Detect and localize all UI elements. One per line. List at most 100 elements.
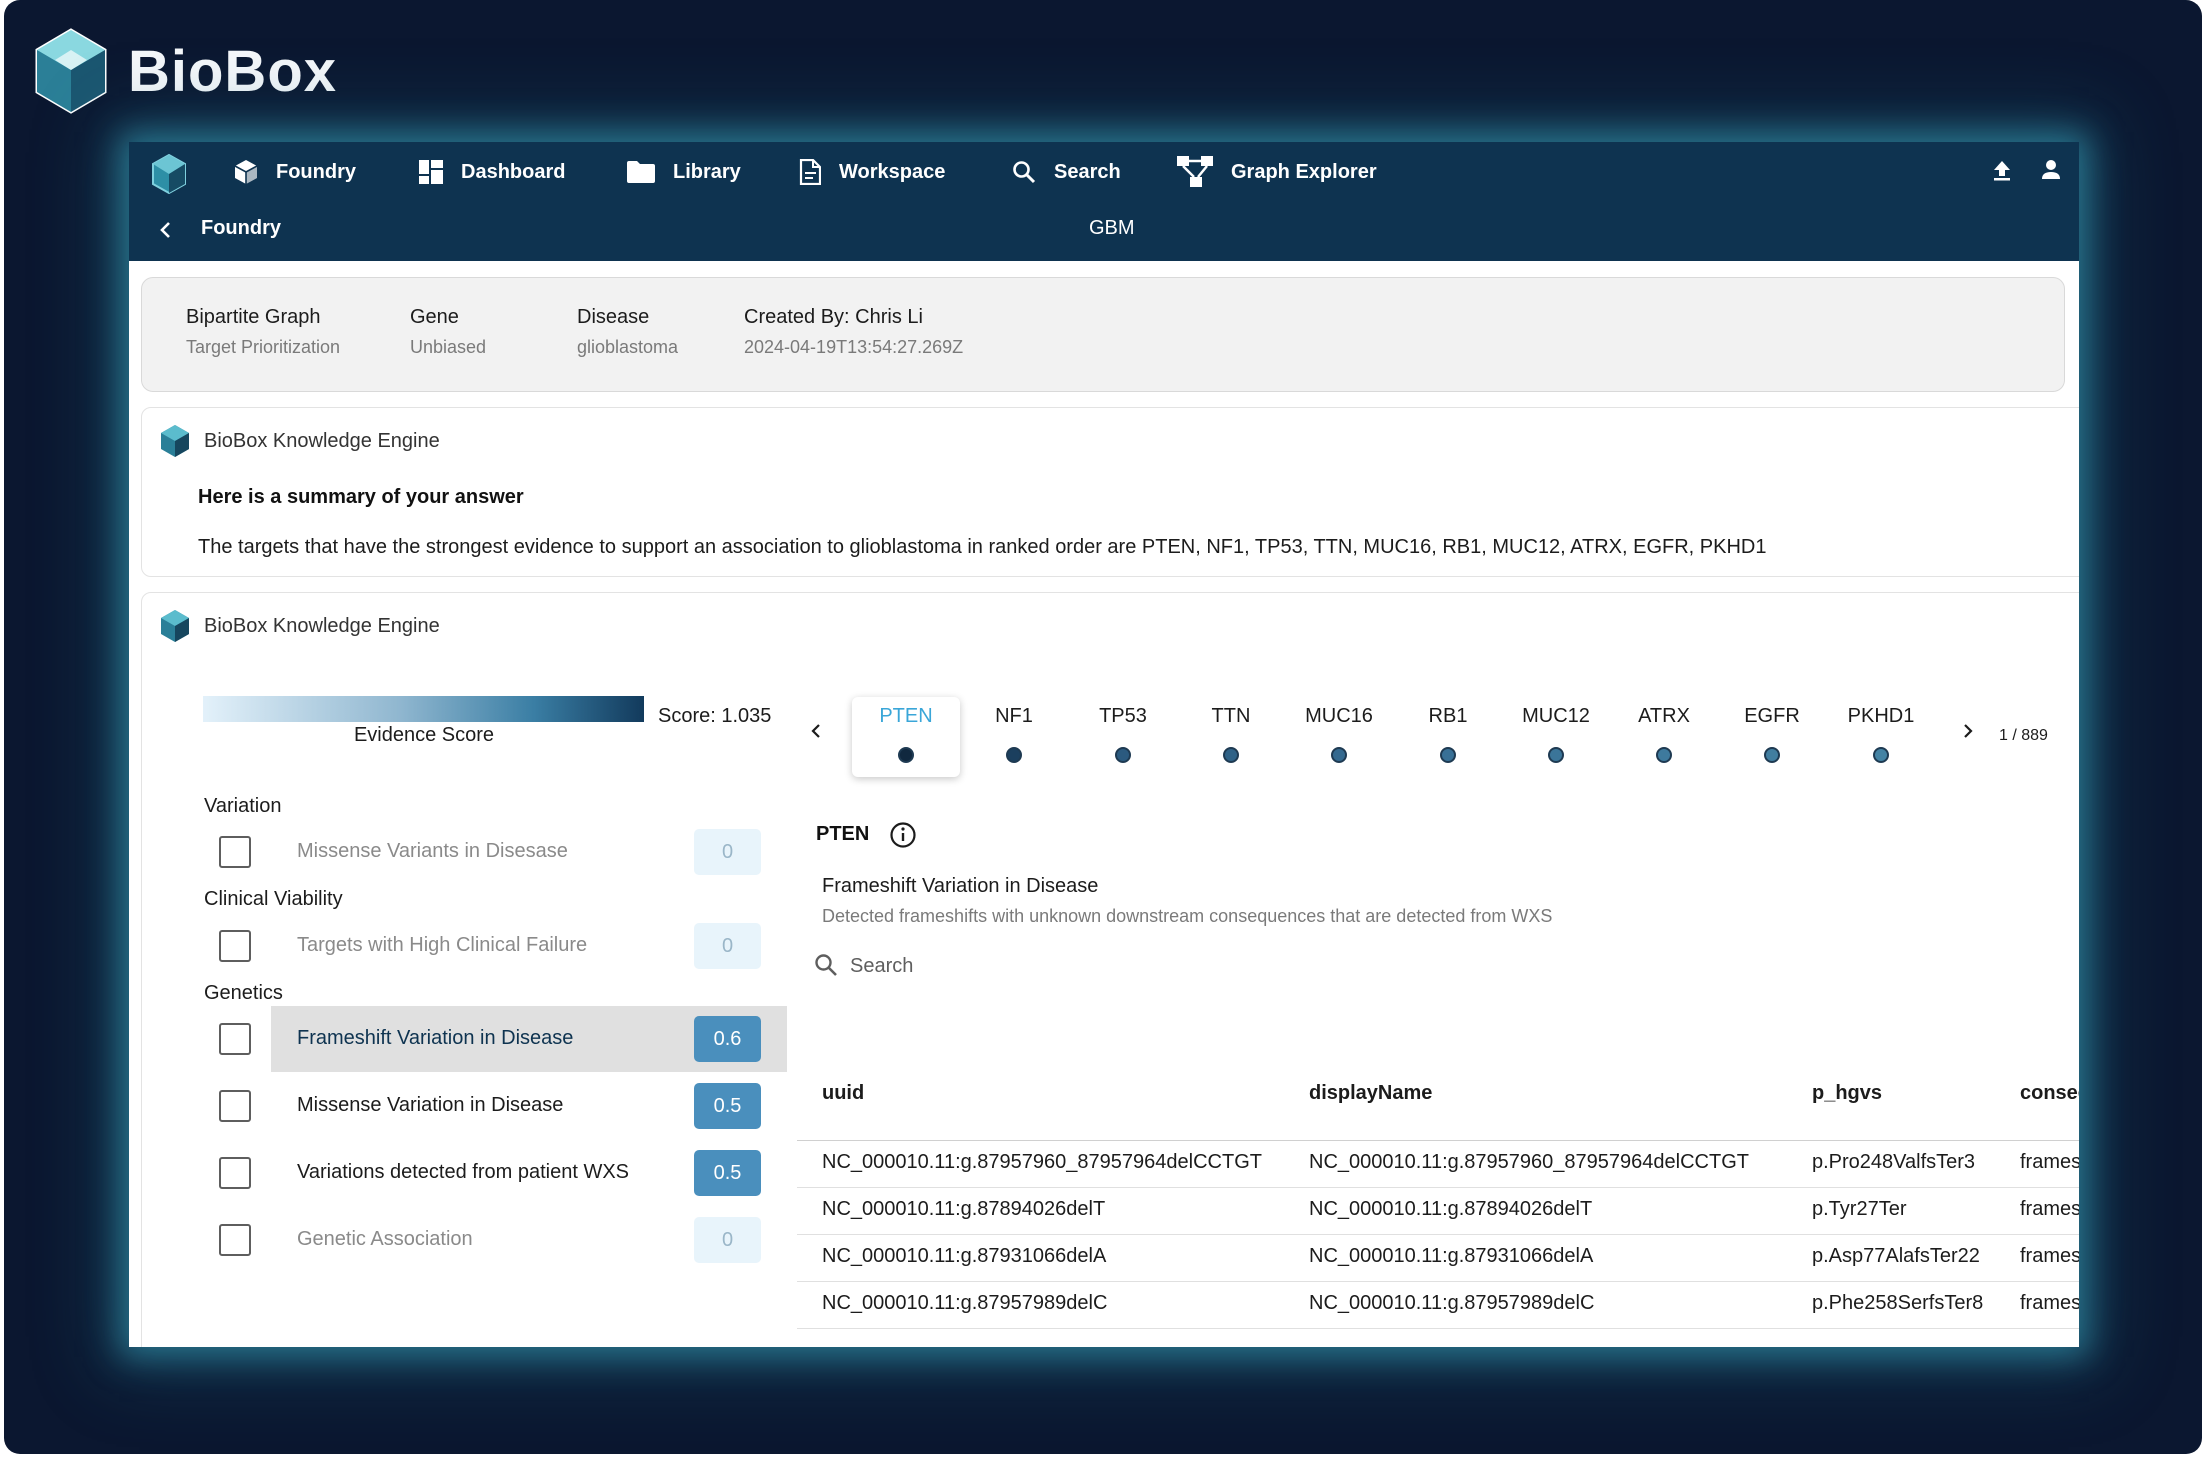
column-header[interactable]: displayName <box>1309 1082 1433 1104</box>
sub-header: Foundry GBM <box>129 201 2079 261</box>
gene-dot <box>1006 747 1022 763</box>
table-header-divider <box>797 1140 2079 1141</box>
info-col-graph: Bipartite Graph Target Prioritization <box>186 306 340 358</box>
column-header[interactable]: uuid <box>822 1082 865 1104</box>
evidence-score-badge: 0 <box>694 923 761 969</box>
gene-name: TTN <box>1211 705 1251 727</box>
table-cell: frames <box>2020 1292 2079 1314</box>
info-icon[interactable] <box>889 821 917 849</box>
nav-foundry-label: Foundry <box>276 160 356 183</box>
evidence-row[interactable]: Missense Variants in Disesase 0 <box>219 819 787 885</box>
nav-logo-icon[interactable] <box>151 154 187 194</box>
table-cell: NC_000010.11:g.87957960_87957964delCCTGT <box>1309 1151 1749 1173</box>
column-header[interactable]: consec <box>2020 1082 2079 1104</box>
cube-icon <box>234 160 258 184</box>
table-row[interactable]: NC_000010.11:g.87957960_87957964delCCTGT… <box>797 1141 2079 1188</box>
evidence-row[interactable]: Targets with High Clinical Failure 0 <box>219 913 787 979</box>
gene-dot <box>898 747 914 763</box>
graph-icon <box>1177 156 1213 187</box>
gene-tab-active[interactable]: PTEN <box>852 697 960 777</box>
table-search-input[interactable] <box>850 951 1250 981</box>
table-cell: p.Pro248ValfsTer3 <box>1812 1151 1976 1173</box>
evidence-label: Missense Variation in Disease <box>297 1094 564 1116</box>
search-icon <box>1013 161 1036 184</box>
nav-dashboard-label: Dashboard <box>461 160 566 183</box>
gene-tab[interactable]: NF1 <box>960 697 1068 777</box>
gene-tab[interactable]: MUC12 <box>1502 697 1610 777</box>
top-nav: Foundry Dashboard Library Workspace <box>129 142 2079 261</box>
evidence-label: Variations detected from patient WXS <box>297 1161 630 1183</box>
page-count: 1 / 889 <box>1999 727 2048 744</box>
info-sub: Target Prioritization <box>186 337 341 357</box>
info-col-gene: Gene Unbiased <box>410 306 486 358</box>
info-title: Gene <box>410 306 459 328</box>
gene-name: RB1 <box>1428 705 1468 727</box>
evidence-score-badge: 0 <box>694 829 761 875</box>
info-sub: 2024-04-19T13:54:27.269Z <box>744 337 964 357</box>
column-header[interactable]: p_hgvs <box>1812 1082 1883 1104</box>
gene-dot <box>1656 747 1672 763</box>
evidence-label: Targets with High Clinical Failure <box>297 934 588 956</box>
gene-tab[interactable]: PKHD1 <box>1827 697 1935 777</box>
evidence-checkbox[interactable] <box>219 1224 251 1256</box>
brand-name: BioBox <box>128 38 337 104</box>
info-title: Bipartite Graph <box>186 306 321 328</box>
evidence-row[interactable]: Variations detected from patient WXS 0.5 <box>219 1140 787 1206</box>
nav-dashboard[interactable]: Dashboard <box>419 154 565 190</box>
nav-foundry[interactable]: Foundry <box>234 154 356 190</box>
summary-card: BioBox Knowledge Engine Here is a summar… <box>141 407 2079 577</box>
gene-name: MUC16 <box>1305 705 1373 727</box>
evidence-row[interactable]: Missense Variation in Disease 0.5 <box>219 1073 787 1139</box>
evidence-row[interactable]: Genetic Association 0 <box>219 1207 787 1273</box>
gene-tab[interactable]: TTN <box>1177 697 1285 777</box>
gene-tab[interactable]: ATRX <box>1610 697 1718 777</box>
nav-search[interactable]: Search <box>1012 154 1121 190</box>
gene-tab[interactable]: TP53 <box>1069 697 1177 777</box>
chevron-left-icon[interactable] <box>810 722 822 740</box>
gene-tab[interactable]: EGFR <box>1718 697 1826 777</box>
table-cell: NC_000010.11:g.87894026delT <box>822 1198 1106 1220</box>
nav-graph-explorer-label: Graph Explorer <box>1231 160 1377 183</box>
evidence-row-selected[interactable]: Frameshift Variation in Disease 0.6 <box>219 1006 787 1072</box>
variants-table: uuid displayName p_hgvs consec NC_000010… <box>797 1060 2079 1347</box>
table-cell: NC_000010.11:g.87931066delA <box>822 1245 1107 1267</box>
engine-logo-icon <box>161 425 189 457</box>
evidence-checkbox[interactable] <box>219 1090 251 1122</box>
evidence-checkbox[interactable] <box>219 1157 251 1189</box>
gene-name: MUC12 <box>1522 705 1590 727</box>
evidence-checkbox[interactable] <box>219 836 251 868</box>
table-cell: frames <box>2020 1198 2079 1220</box>
table-cell: p.Phe258SerfsTer8 <box>1812 1292 1984 1314</box>
table-cell: NC_000010.11:g.87957989delC <box>1309 1292 1595 1314</box>
app-background: BioBox Foundry Dashboard <box>4 0 2202 1454</box>
table-cell: p.Tyr27Ter <box>1812 1198 1907 1220</box>
detail-subtitle: Detected frameshifts with unknown downst… <box>822 906 1553 926</box>
dashboard-icon <box>419 160 443 184</box>
breadcrumb[interactable]: Foundry <box>201 217 281 239</box>
biobox-logo-icon <box>35 28 107 114</box>
score-value: Score: 1.035 <box>658 705 772 727</box>
nav-library[interactable]: Library <box>627 154 741 190</box>
table-cell: frames <box>2020 1245 2079 1267</box>
upload-icon[interactable] <box>1992 158 2012 182</box>
gene-name: PTEN <box>879 705 933 727</box>
gene-dot <box>1115 747 1131 763</box>
evidence-score-badge: 0 <box>694 1217 761 1263</box>
table-cell: NC_000010.11:g.87957989delC <box>822 1292 1108 1314</box>
evidence-checkbox[interactable] <box>219 930 251 962</box>
engine-header: BioBox Knowledge Engine <box>160 424 440 458</box>
user-icon[interactable] <box>2040 158 2062 182</box>
chevron-left-icon[interactable] <box>159 220 173 240</box>
evidence-checkbox[interactable] <box>219 1023 251 1055</box>
section-genetics: Genetics <box>204 982 283 1004</box>
nav-workspace[interactable]: Workspace <box>799 154 945 190</box>
gene-tab[interactable]: MUC16 <box>1285 697 1393 777</box>
table-cell: NC_000010.11:g.87894026delT <box>1309 1198 1593 1220</box>
table-row[interactable]: NC_000010.11:g.87931066delA NC_000010.11… <box>797 1235 2079 1282</box>
gene-tab[interactable]: RB1 <box>1394 697 1502 777</box>
table-row[interactable]: NC_000010.11:g.87894026delT NC_000010.11… <box>797 1188 2079 1235</box>
table-row[interactable]: NC_000010.11:g.87957989delC NC_000010.11… <box>797 1282 2079 1329</box>
chevron-right-icon[interactable] <box>1962 722 1974 740</box>
nav-graph-explorer[interactable]: Graph Explorer <box>1177 154 1377 190</box>
section-clinical-viability: Clinical Viability <box>204 888 343 910</box>
